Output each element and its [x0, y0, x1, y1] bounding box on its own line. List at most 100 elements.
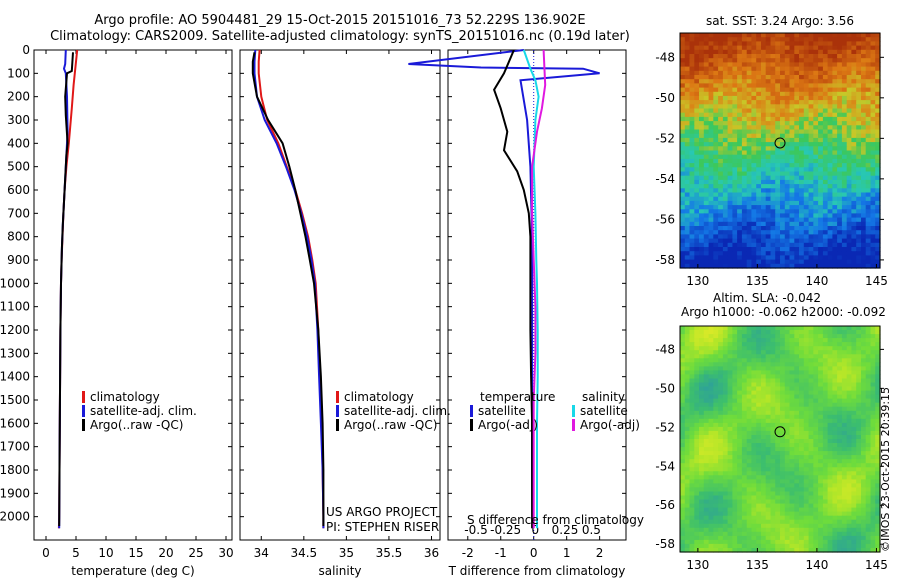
heatmap-cell	[741, 519, 748, 525]
heatmap-cell	[756, 487, 762, 492]
heatmap-cell	[837, 54, 843, 59]
heatmap-cell	[870, 350, 876, 355]
heatmap-cell	[837, 398, 843, 404]
heatmap-cell	[846, 394, 853, 400]
heatmap-cell	[722, 386, 729, 392]
heatmap-cell	[770, 479, 776, 484]
heatmap-cell	[751, 205, 757, 210]
heatmap-cell	[708, 79, 714, 84]
heatmap-cell	[837, 62, 843, 68]
heatmap-cell	[808, 402, 814, 408]
heatmap-cell	[865, 154, 872, 160]
heatmap-cell	[827, 398, 833, 404]
heatmap-cell	[865, 62, 872, 68]
heatmap-cell	[846, 519, 853, 525]
heatmap-cell	[775, 70, 781, 76]
heatmap-cell	[846, 342, 853, 347]
heatmap-cell	[732, 146, 738, 152]
heatmap-cell	[813, 137, 819, 143]
heatmap-cell	[713, 167, 719, 173]
heatmap-cell	[808, 435, 814, 440]
y-tick-label: 200	[7, 90, 30, 104]
heatmap-cell	[803, 129, 810, 135]
heatmap-cell	[832, 378, 838, 384]
heatmap-cell	[799, 354, 805, 359]
heatmap-cell	[756, 503, 762, 509]
heatmap-cell	[761, 129, 767, 135]
heatmap-cell	[780, 95, 786, 101]
heatmap-cell	[718, 475, 724, 480]
heatmap-cell	[761, 62, 767, 68]
heatmap-cell	[870, 251, 876, 256]
heatmap-cell	[808, 475, 814, 480]
heatmap-cell	[837, 430, 843, 436]
heatmap-cell	[856, 234, 862, 240]
heatmap-cell	[718, 33, 724, 38]
heatmap-cell	[851, 443, 857, 448]
heatmap-cell	[684, 226, 691, 231]
heatmap-cell	[680, 87, 686, 93]
heatmap-cell	[870, 158, 876, 164]
heatmap-cell	[865, 209, 872, 215]
heatmap-cell	[870, 108, 876, 114]
heatmap-cell	[813, 410, 819, 416]
heatmap-cell	[870, 334, 876, 339]
heatmap-cell	[851, 116, 857, 122]
heatmap-cell	[684, 451, 691, 456]
heatmap-cell	[761, 370, 767, 375]
heatmap-cell	[770, 330, 776, 335]
heatmap-cell	[770, 543, 776, 549]
heatmap-cell	[818, 158, 824, 164]
heatmap-cell	[837, 503, 843, 509]
heatmap-cell	[761, 150, 767, 156]
heatmap-cell	[732, 346, 738, 351]
heatmap-cell	[813, 100, 819, 105]
heatmap-cell	[727, 137, 733, 143]
heatmap-cell	[684, 45, 691, 51]
heatmap-cell	[851, 406, 857, 412]
heatmap-cell	[737, 247, 743, 252]
heatmap-cell	[680, 129, 686, 135]
heatmap-cell	[761, 479, 767, 484]
heatmap-cell	[841, 463, 848, 468]
heatmap-cell	[680, 41, 686, 47]
heatmap-cell	[751, 150, 757, 156]
heatmap-cell	[784, 247, 791, 252]
heatmap-cell	[846, 326, 853, 331]
heatmap-cell	[737, 137, 743, 143]
heatmap-cell	[756, 435, 762, 440]
heatmap-cell	[689, 100, 695, 105]
heatmap-cell	[794, 104, 800, 110]
heatmap-cell	[722, 499, 729, 505]
heatmap-cell	[741, 471, 748, 476]
heatmap-cell	[784, 402, 791, 408]
heatmap-cell	[741, 167, 748, 173]
heatmap-cell	[684, 150, 691, 156]
heatmap-cell	[870, 104, 876, 110]
heatmap-cell	[684, 539, 691, 545]
heatmap-cell	[865, 406, 872, 412]
heatmap-cell	[813, 406, 819, 412]
heatmap-cell	[827, 49, 833, 55]
heatmap-cell	[684, 121, 691, 126]
heatmap-cell	[689, 426, 695, 432]
heatmap-cell	[684, 221, 691, 227]
heatmap-cell	[722, 455, 729, 460]
heatmap-cell	[727, 358, 733, 363]
heatmap-cell	[813, 196, 819, 202]
heatmap-cell	[737, 430, 743, 436]
heatmap-cell	[722, 487, 729, 492]
heatmap-cell	[703, 188, 710, 194]
heatmap-cell	[794, 539, 800, 545]
heatmap-cell	[689, 238, 695, 244]
heatmap-cell	[737, 62, 743, 68]
heatmap-cell	[780, 382, 786, 388]
heatmap-cell	[837, 49, 843, 55]
heatmap-cell	[808, 58, 814, 63]
heatmap-cell	[794, 184, 800, 189]
heatmap-cell	[856, 366, 862, 371]
heatmap-cell	[770, 234, 776, 240]
heatmap-cell	[741, 531, 748, 537]
heatmap-cell	[727, 483, 733, 488]
heatmap-cell	[837, 406, 843, 412]
